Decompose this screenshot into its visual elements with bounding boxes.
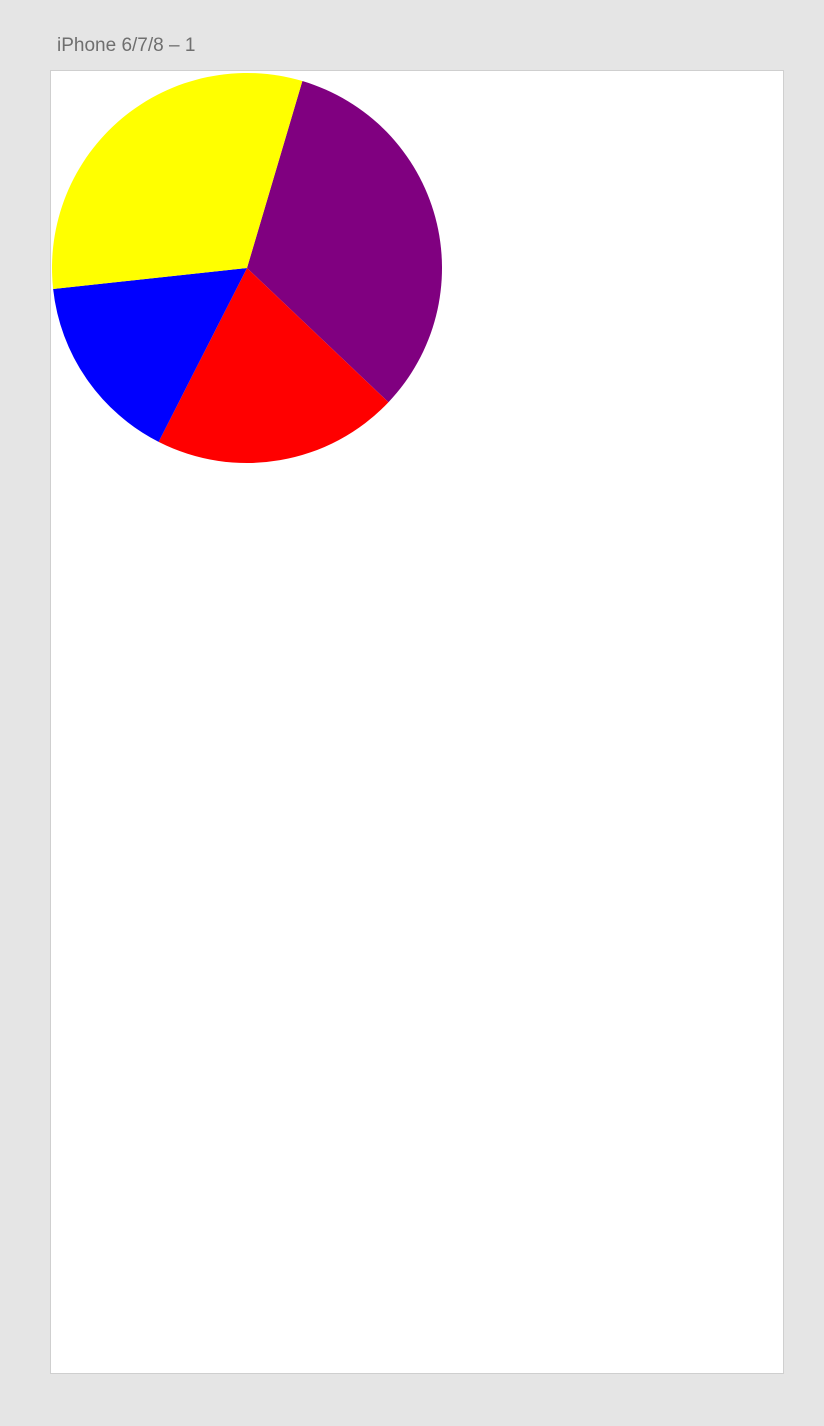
- pie-slice-4[interactable]: [51, 72, 303, 289]
- artboard-canvas[interactable]: [50, 70, 784, 1374]
- artboard-title[interactable]: iPhone 6/7/8 – 1: [57, 35, 196, 56]
- pie-slice-3[interactable]: [53, 268, 247, 442]
- pie-chart[interactable]: [51, 71, 783, 1373]
- pie-slice-1[interactable]: [247, 81, 443, 403]
- pie-slice-2[interactable]: [158, 268, 389, 464]
